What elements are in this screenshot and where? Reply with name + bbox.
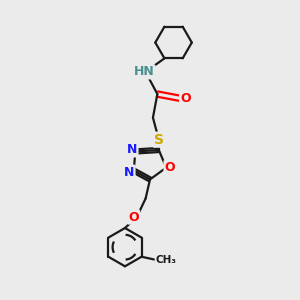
Text: HN: HN	[134, 65, 154, 79]
Text: N: N	[127, 143, 137, 157]
Text: CH₃: CH₃	[155, 255, 176, 265]
Text: N: N	[124, 166, 135, 178]
Text: O: O	[180, 92, 190, 105]
Text: S: S	[154, 133, 164, 147]
Text: O: O	[164, 161, 175, 174]
Text: O: O	[128, 211, 139, 224]
